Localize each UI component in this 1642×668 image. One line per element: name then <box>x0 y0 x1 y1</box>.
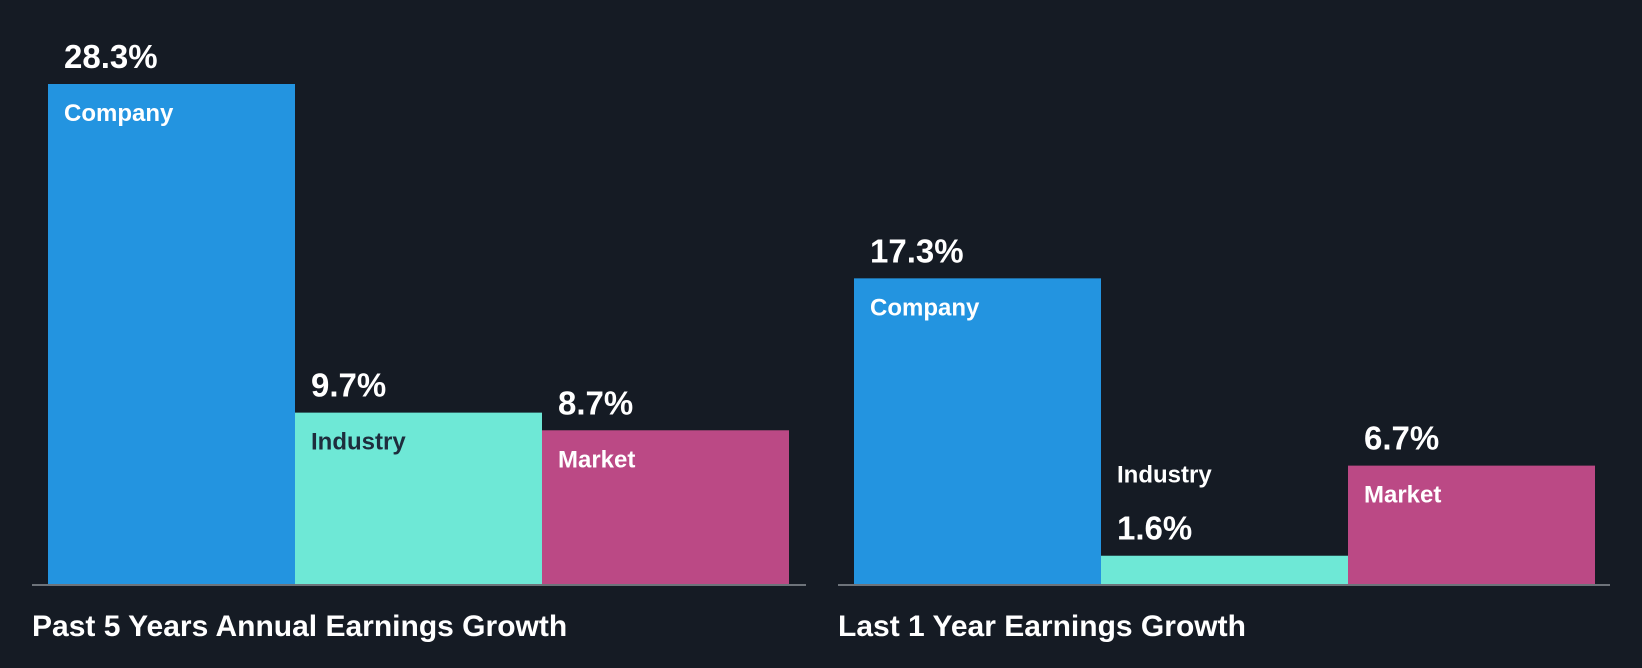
value-label-industry: 1.6% <box>1117 510 1192 547</box>
chart-panel-1: 28.3% Company 9.7% Industry 8.7% Market Past 5… <box>32 38 806 643</box>
bar-industry <box>295 412 542 584</box>
chart-panel-2: 17.3% Company 1.6% Industry 6.7% Market Last 1… <box>838 232 1610 643</box>
bar-market <box>542 430 789 584</box>
value-label-market: 6.7% <box>1364 420 1439 457</box>
category-label-industry: Industry <box>1117 462 1212 489</box>
value-label-company: 28.3% <box>64 38 158 75</box>
chart-title: Last 1 Year Earnings Growth <box>838 610 1246 643</box>
value-label-industry: 9.7% <box>311 367 386 404</box>
category-label-company: Company <box>870 294 980 321</box>
bar-industry <box>1101 555 1348 584</box>
bar-market <box>1348 465 1595 584</box>
category-label-market: Market <box>1364 482 1441 509</box>
chart-title: Past 5 Years Annual Earnings Growth <box>32 610 567 643</box>
value-label-market: 8.7% <box>558 384 633 421</box>
category-label-industry: Industry <box>311 429 406 456</box>
bar-company <box>854 278 1101 584</box>
value-label-company: 17.3% <box>870 232 964 269</box>
category-label-market: Market <box>558 446 635 473</box>
bar-company <box>48 84 295 584</box>
category-label-company: Company <box>64 100 174 127</box>
